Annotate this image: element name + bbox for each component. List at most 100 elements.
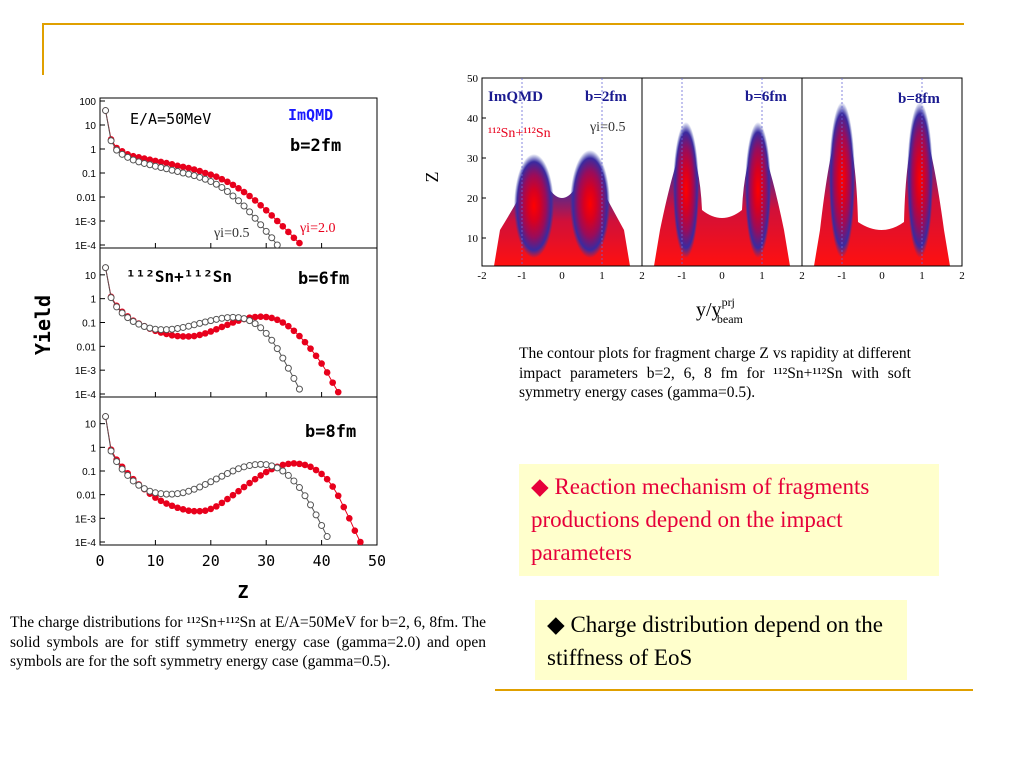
data-point xyxy=(124,153,132,161)
data-point xyxy=(273,241,281,248)
contour-x-tick-label: -2 xyxy=(477,270,486,282)
contour-x-tick-label: 2 xyxy=(799,270,805,282)
data-point xyxy=(296,332,303,340)
data-point xyxy=(240,483,248,491)
x-tick-label: 0 xyxy=(95,552,104,570)
contour-fill xyxy=(494,150,630,266)
data-point xyxy=(218,175,226,183)
data-point xyxy=(262,468,270,476)
data-point xyxy=(235,197,242,205)
data-point xyxy=(224,495,231,503)
contour-x-tick-label: 1 xyxy=(759,270,765,282)
data-point xyxy=(290,477,298,485)
y-tick-label: 1 xyxy=(90,145,96,156)
contour-panel-b6: b=6fm xyxy=(745,89,787,105)
contour-peak xyxy=(514,154,554,258)
x-tick-label: 20 xyxy=(202,552,220,570)
data-point xyxy=(201,507,209,515)
callout-reaction-mechanism: ◆ Reaction mechanism of fragments produc… xyxy=(519,464,939,576)
data-point xyxy=(229,491,237,499)
data-point xyxy=(318,360,325,367)
data-point xyxy=(273,345,281,353)
contour-gamma-label: γi=0.5 xyxy=(589,120,625,135)
top-accent-rule xyxy=(42,23,964,25)
label-system: ¹¹²Sn+¹¹²Sn xyxy=(126,267,232,286)
x-tick-label: 30 xyxy=(257,552,275,570)
data-point xyxy=(279,223,287,230)
y-tick-label: 1E-3 xyxy=(75,366,97,377)
data-point xyxy=(190,166,198,173)
data-point xyxy=(146,156,154,163)
data-point xyxy=(273,217,281,225)
data-point xyxy=(251,197,259,204)
y-tick-label: 0.1 xyxy=(82,169,96,180)
data-point xyxy=(113,146,121,154)
data-point xyxy=(157,497,165,505)
data-point xyxy=(329,483,336,490)
data-point xyxy=(295,385,303,393)
y-tick-label: 0.01 xyxy=(77,193,97,204)
callout-charge-distribution: ◆ Charge distribution depend on the stif… xyxy=(535,600,907,680)
data-point xyxy=(185,333,192,340)
data-point xyxy=(102,264,110,272)
y-tick-label: 0.1 xyxy=(82,467,96,478)
data-point xyxy=(118,309,126,317)
data-point xyxy=(152,494,159,501)
data-point xyxy=(212,180,220,188)
contour-peak xyxy=(570,150,610,258)
left-accent-rule xyxy=(42,23,44,75)
data-point xyxy=(323,369,331,376)
data-point xyxy=(179,506,187,513)
data-point xyxy=(157,158,165,166)
data-point xyxy=(174,504,181,512)
y-tick-label: 10 xyxy=(85,420,97,431)
data-point xyxy=(323,533,331,541)
y-tick-label: 10 xyxy=(85,271,97,282)
data-point xyxy=(307,463,314,471)
data-point xyxy=(179,163,187,171)
data-point xyxy=(285,322,292,330)
data-point xyxy=(168,332,176,339)
data-point xyxy=(251,320,259,328)
data-point xyxy=(307,501,315,509)
data-point xyxy=(268,336,276,344)
x-tick-label: 40 xyxy=(313,552,331,570)
data-point xyxy=(334,388,342,396)
data-point xyxy=(212,475,220,483)
data-point xyxy=(318,521,326,529)
data-point xyxy=(190,332,198,340)
x-axis-label: Z xyxy=(238,582,249,603)
data-point xyxy=(273,464,281,472)
bottom-accent-rule xyxy=(495,689,973,691)
data-point xyxy=(207,328,215,335)
contour-y-tick-label: 50 xyxy=(467,73,479,85)
data-point xyxy=(185,164,192,172)
data-point xyxy=(113,303,121,311)
data-point xyxy=(163,500,170,507)
data-point xyxy=(229,192,237,200)
contour-x-tick-label: -1 xyxy=(517,270,526,282)
data-point xyxy=(296,239,303,247)
data-point xyxy=(102,413,110,421)
data-point xyxy=(240,202,248,210)
data-point xyxy=(107,137,115,145)
data-point xyxy=(229,319,237,326)
y-tick-label: 10 xyxy=(85,121,97,132)
contour-fill xyxy=(814,102,950,266)
data-point xyxy=(296,460,303,468)
data-point xyxy=(190,507,198,515)
data-point xyxy=(118,465,126,473)
y-tick-label: 1E-3 xyxy=(75,217,97,228)
panel-label-b6: b=6fm xyxy=(298,269,349,289)
data-point xyxy=(329,379,336,386)
data-point xyxy=(196,483,204,491)
data-point xyxy=(279,319,287,326)
data-point xyxy=(224,321,231,329)
yield-series-soft xyxy=(102,413,331,541)
data-point xyxy=(251,475,259,483)
data-point xyxy=(229,181,237,189)
legend-stiff-label: γi=2.0 xyxy=(299,221,335,236)
legend-soft-label: γi=0.5 xyxy=(213,226,249,241)
data-point xyxy=(124,471,132,479)
data-point xyxy=(113,458,121,466)
